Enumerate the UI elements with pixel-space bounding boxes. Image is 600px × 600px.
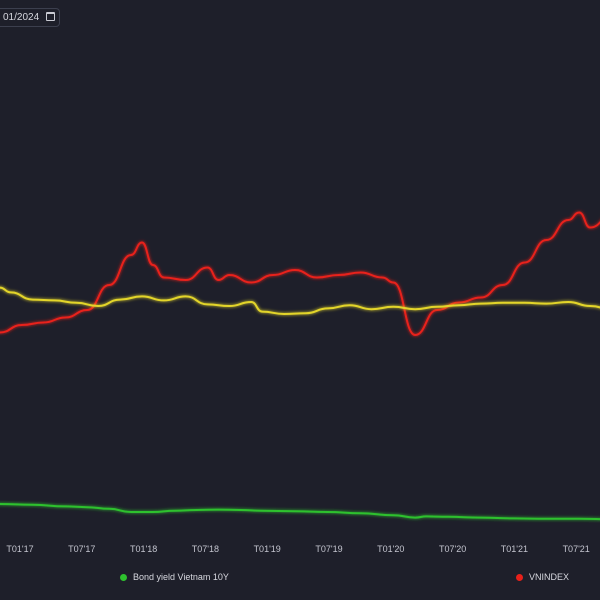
series-line-0: [0, 503, 600, 521]
legend-label: VNINDEX: [529, 572, 570, 582]
x-tick-label: T01'19: [254, 544, 281, 554]
calendar-icon[interactable]: [46, 12, 55, 21]
x-tick-label: T01'21: [501, 544, 528, 554]
x-tick-label: T07'21: [563, 544, 590, 554]
x-tick-label: T01'18: [130, 544, 157, 554]
date-value: 01/2024: [3, 12, 40, 23]
legend-dot-icon: [516, 573, 523, 581]
x-tick-label: T07'17: [68, 544, 95, 554]
x-tick-label: T01'20: [377, 544, 404, 554]
x-tick-label: T07'18: [192, 544, 219, 554]
legend-dot-icon: [120, 573, 127, 581]
series-line-2: [0, 286, 600, 315]
series-line-1: [0, 211, 600, 336]
legend-item-vnindex[interactable]: VNINDEX: [516, 572, 569, 582]
date-picker[interactable]: 01/2024: [0, 8, 60, 27]
legend-label: Bond yield Vietnam 10Y: [133, 572, 229, 582]
x-tick-label: T01'17: [6, 544, 33, 554]
x-tick-label: T07'19: [315, 544, 342, 554]
x-tick-label: T07'20: [439, 544, 466, 554]
legend-item-bond-yield[interactable]: Bond yield Vietnam 10Y: [120, 572, 229, 582]
